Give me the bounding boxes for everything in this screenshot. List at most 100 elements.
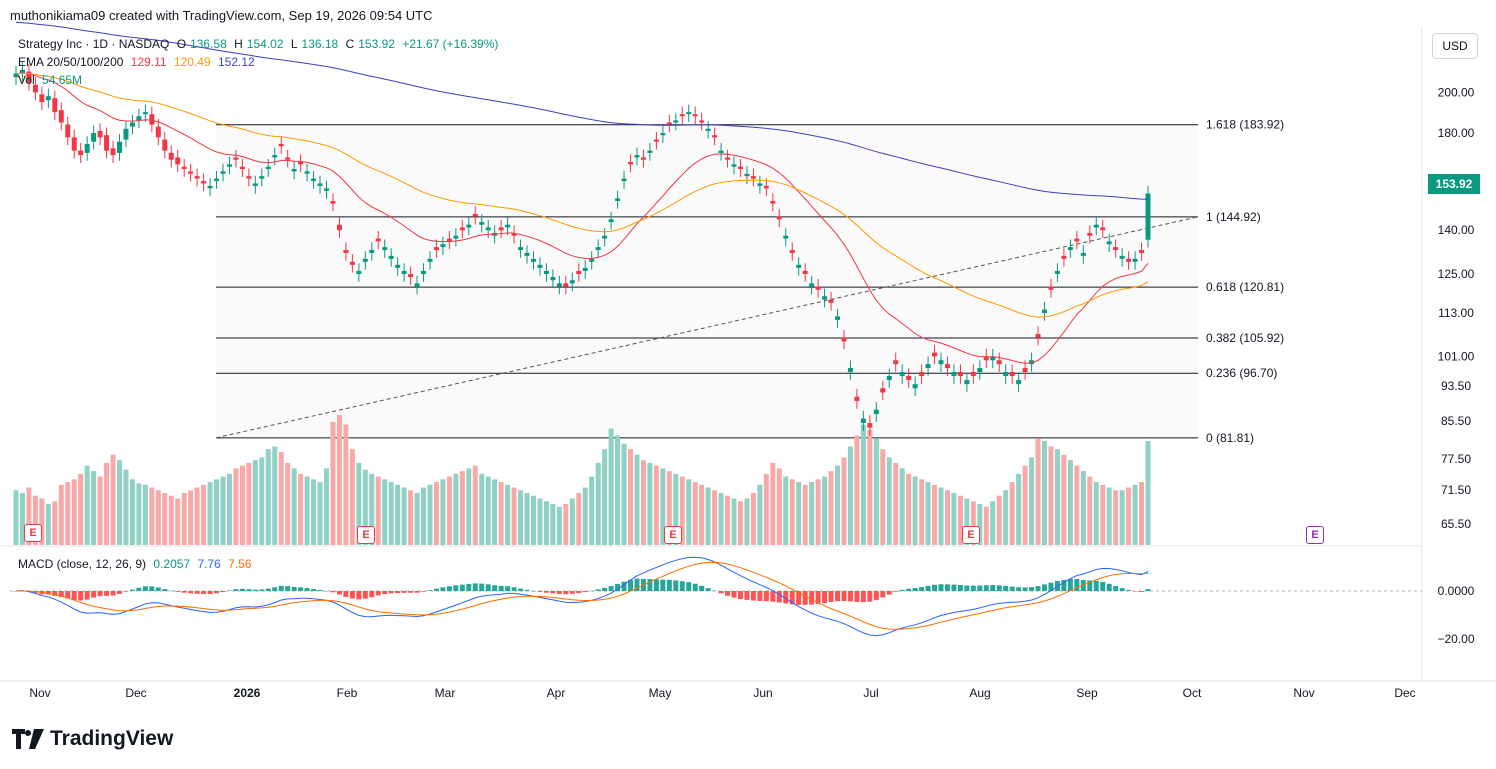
volume-bar: [647, 462, 653, 545]
volume-bar: [731, 498, 737, 545]
earnings-marker[interactable]: E: [962, 526, 980, 544]
macd-histogram-bar: [1048, 582, 1054, 591]
volume-bar: [809, 482, 815, 545]
macd-histogram-bar: [311, 589, 317, 591]
candle-body: [45, 96, 51, 101]
macd-histogram-bar: [65, 591, 71, 599]
candle-body: [621, 178, 627, 182]
macd-histogram-bar: [181, 591, 187, 593]
candle-body: [78, 150, 84, 156]
candle-body: [427, 258, 433, 262]
x-tick-label: Nov: [1293, 686, 1314, 700]
macd-tick-label: 0.0000: [1438, 584, 1475, 598]
candle-body: [699, 120, 705, 123]
volume-bar: [944, 490, 950, 545]
volume-legend[interactable]: Vol 54.65M: [18, 73, 86, 87]
macd-histogram-bar: [809, 591, 815, 605]
candle-body: [129, 122, 135, 127]
macd-histogram-bar: [466, 584, 472, 591]
volume-bar: [602, 449, 608, 545]
macd-histogram-bar: [873, 591, 879, 600]
macd-histogram-bar: [1029, 587, 1035, 591]
tradingview-logo[interactable]: TradingView: [12, 726, 173, 752]
volume-bar: [640, 460, 646, 545]
candle-body: [440, 244, 446, 248]
candle-body: [104, 135, 110, 151]
volume-bar: [369, 473, 375, 545]
volume-bar: [181, 493, 187, 545]
candle-body: [854, 396, 860, 401]
candle-body: [265, 166, 271, 170]
candle-body: [1126, 258, 1132, 262]
macd-histogram-bar: [835, 591, 841, 602]
candle-body: [705, 128, 711, 131]
volume-bar: [272, 446, 278, 545]
volume-bar: [582, 487, 588, 545]
volume-bar: [867, 430, 873, 545]
volume-bar: [530, 495, 536, 545]
macd-histogram-bar: [530, 590, 536, 592]
candle-body: [446, 238, 452, 242]
macd-legend[interactable]: MACD (close, 12, 26, 9) 0.2057 7.76 7.56: [18, 557, 256, 571]
macd-label: MACD (close, 12, 26, 9): [18, 557, 147, 571]
macd-histogram-bar: [214, 591, 220, 594]
macd-histogram-bar: [201, 591, 207, 595]
macd-histogram-bar: [1126, 590, 1132, 591]
candle-body: [285, 157, 291, 160]
volume-bar: [71, 479, 77, 545]
macd-histogram-bar: [78, 591, 84, 601]
candle-body: [1119, 255, 1125, 259]
macd-histogram-bar: [1106, 583, 1112, 591]
low-label: L: [290, 37, 298, 51]
candle-body: [634, 155, 640, 158]
macd-histogram-bar: [660, 579, 666, 591]
volume-bar: [239, 465, 245, 545]
fib-background: [216, 124, 1198, 438]
symbol-label[interactable]: Strategy Inc · 1D · NASDAQ: [18, 37, 170, 51]
earnings-marker[interactable]: E: [357, 526, 375, 544]
macd-histogram-bar: [408, 591, 414, 593]
macd-histogram-bar: [576, 591, 582, 594]
candle-body: [330, 200, 336, 204]
upcoming-earnings-marker[interactable]: E: [1306, 526, 1324, 544]
volume-bar: [26, 487, 32, 545]
ema-legend[interactable]: EMA 20/50/100/200 129.11 120.49 152.12: [18, 55, 259, 69]
volume-bar: [873, 438, 879, 545]
macd-histogram-bar: [511, 587, 517, 591]
volume-bar: [220, 476, 226, 545]
candle-body: [686, 112, 692, 115]
candle-body: [783, 235, 789, 239]
volume-bar: [595, 462, 601, 545]
signal-line: [15, 561, 1149, 630]
volume-bar: [97, 476, 103, 545]
macd-histogram-bar: [1080, 580, 1086, 591]
candle-body: [744, 173, 750, 177]
macd-histogram-bar: [459, 584, 465, 591]
macd-panel: 0.0000 −20.00: [10, 556, 1475, 646]
candle-body: [323, 188, 329, 191]
volume-bar: [285, 462, 291, 545]
volume-bar: [1093, 482, 1099, 545]
candle-body: [1042, 309, 1048, 313]
ema-lines: [15, 21, 1149, 364]
earnings-marker[interactable]: E: [664, 526, 682, 544]
candle-body: [860, 418, 866, 424]
volume-bar: [1145, 441, 1151, 545]
volume-bar: [505, 484, 511, 545]
candle-body: [589, 258, 595, 262]
volume-bar: [886, 457, 892, 545]
volume-bar: [479, 473, 485, 545]
candle-body: [925, 364, 931, 369]
macd-histogram-bar: [129, 589, 135, 591]
volume-bar: [938, 487, 944, 545]
candle-body: [653, 139, 659, 142]
earnings-marker[interactable]: E: [24, 524, 42, 542]
x-tick-label: Mar: [435, 686, 456, 700]
currency-button[interactable]: USD: [1432, 33, 1478, 59]
macd-histogram-bar: [427, 590, 433, 591]
volume-bar: [841, 457, 847, 545]
candle-body: [563, 283, 569, 287]
macd-histogram-bar: [52, 591, 58, 596]
volume-bar: [116, 460, 122, 545]
